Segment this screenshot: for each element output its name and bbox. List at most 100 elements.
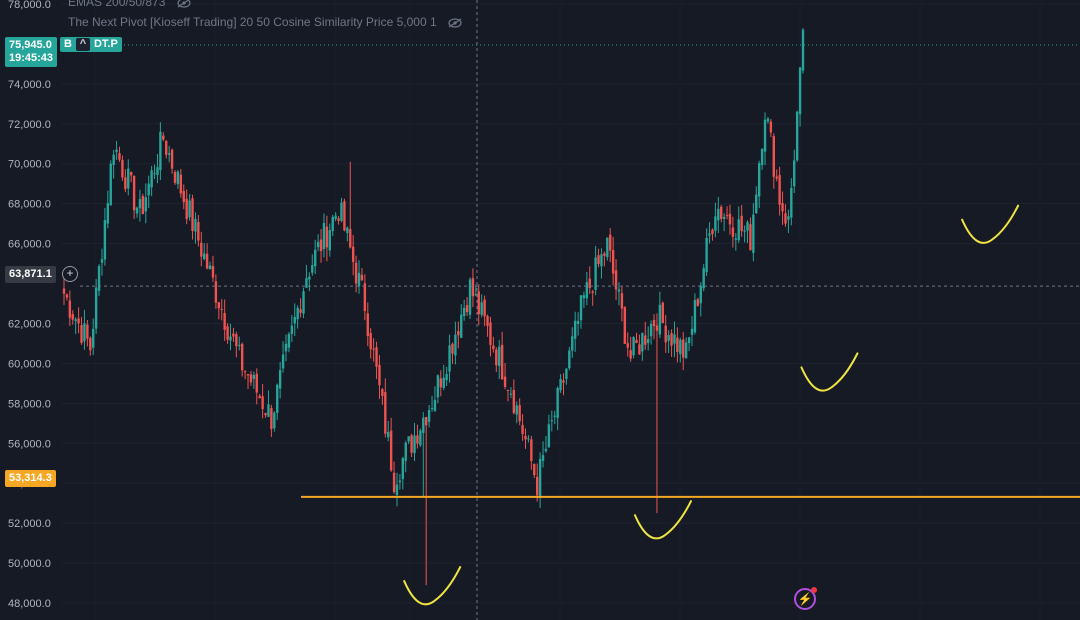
candle-body xyxy=(591,291,594,293)
candle-body xyxy=(755,194,758,214)
last-price-value: 75,945.0 xyxy=(9,39,52,51)
candle-body xyxy=(232,333,235,337)
candle-body xyxy=(457,330,460,336)
candle-body xyxy=(594,257,597,290)
y-tick-label: 74,000.0 xyxy=(8,79,51,91)
candle-body xyxy=(661,302,664,324)
candle-body xyxy=(115,149,118,153)
y-tick-label: 58,000.0 xyxy=(8,398,51,410)
legend-emas-label: EMAS 200/50/873 xyxy=(68,0,166,9)
candle-body xyxy=(86,324,89,339)
candle-body xyxy=(97,266,101,291)
candle-body xyxy=(518,405,521,422)
candle-body xyxy=(144,197,147,212)
candle-body xyxy=(454,334,457,356)
candle-body xyxy=(460,314,463,338)
crosshair-price-box: 63,871.1 xyxy=(5,266,56,283)
candle-body xyxy=(118,153,121,160)
candle-body xyxy=(351,246,355,262)
candle-body xyxy=(477,291,480,315)
legend-pivot[interactable]: The Next Pivot [Kioseff Trading] 20 50 C… xyxy=(68,15,462,29)
candle-body xyxy=(205,253,209,269)
y-tick-label: 70,000.0 xyxy=(8,159,51,171)
lightning-icon[interactable]: ⚡ xyxy=(794,587,817,610)
annotation-curve xyxy=(403,566,462,606)
y-tick-label: 66,000.0 xyxy=(8,239,51,251)
candle-body xyxy=(384,392,387,434)
candle-body xyxy=(167,153,171,155)
candle-body xyxy=(705,238,708,273)
candle-body xyxy=(197,222,200,241)
ticker-suffix: DT.P xyxy=(93,38,118,50)
candle-body xyxy=(714,216,717,231)
y-tick-label: 68,000.0 xyxy=(8,199,51,211)
candle-body xyxy=(655,325,659,331)
candle-body xyxy=(722,216,726,219)
candle-body xyxy=(220,308,223,310)
candle-body xyxy=(620,293,624,309)
candle-body xyxy=(690,328,694,335)
candle-body xyxy=(173,172,177,183)
annotation-curve xyxy=(800,352,859,392)
candle-body xyxy=(372,348,375,350)
candle-body xyxy=(731,227,735,237)
price-axis[interactable]: 78,000.0 74,000.0 72,000.0 70,000.0 68,000.0… xyxy=(8,0,51,610)
candle-body xyxy=(240,343,244,371)
drawings[interactable] xyxy=(80,0,1080,620)
candle-body xyxy=(641,333,644,352)
candle-body xyxy=(170,149,174,169)
candle-body xyxy=(305,278,308,288)
candle-body xyxy=(252,374,256,379)
candle-body xyxy=(693,299,697,333)
y-tick-label: 48,000.0 xyxy=(8,598,51,610)
candle-body xyxy=(302,291,305,314)
y-tick-label: 62,000.0 xyxy=(8,318,51,330)
candle-body xyxy=(276,384,279,413)
grid-lines xyxy=(62,0,1080,620)
candle-body xyxy=(369,333,372,350)
candle-body xyxy=(325,226,329,248)
eye-slash-icon[interactable] xyxy=(177,0,191,8)
ticker-tag[interactable]: B ^ DT.P xyxy=(60,37,122,52)
candle-body xyxy=(226,326,229,340)
candle-body xyxy=(109,163,112,206)
candle-body xyxy=(389,430,393,471)
annotation-curve xyxy=(633,500,692,540)
candle-body xyxy=(217,302,221,309)
candle-body xyxy=(132,175,136,211)
candle-body xyxy=(121,159,124,178)
candle-body xyxy=(489,322,492,345)
candle-body xyxy=(486,315,489,326)
candle-body xyxy=(521,424,524,434)
candle-body xyxy=(573,320,577,339)
eye-slash-icon[interactable] xyxy=(448,18,462,28)
ticker-prefix: B xyxy=(64,38,72,50)
candle-body xyxy=(360,274,364,281)
legend-pivot-label: The Next Pivot [Kioseff Trading] 20 50 C… xyxy=(68,15,437,29)
plus-circle-icon[interactable]: + xyxy=(62,266,78,282)
candle-body xyxy=(465,305,469,313)
candle-body xyxy=(503,376,507,387)
candle-body xyxy=(343,201,346,231)
candle-body xyxy=(424,416,428,426)
candle-body xyxy=(83,323,86,342)
candle-body xyxy=(571,336,574,351)
candle-body xyxy=(112,154,115,165)
legend-emas[interactable]: EMAS 200/50/873 xyxy=(68,0,191,9)
candle-body xyxy=(585,282,589,299)
annotation-curve xyxy=(961,204,1020,244)
candle-body xyxy=(781,203,784,212)
candle-body xyxy=(597,255,600,265)
candle-body xyxy=(127,168,130,189)
candle-body xyxy=(208,265,212,270)
candle-body xyxy=(676,337,679,352)
candle-body xyxy=(720,206,723,219)
candle-body xyxy=(793,160,796,187)
candle-body xyxy=(728,213,732,225)
candle-body xyxy=(165,140,168,155)
candle-body xyxy=(790,187,793,218)
candle-body xyxy=(451,343,454,354)
candle-body xyxy=(410,435,413,453)
chevron-up-icon[interactable]: ^ xyxy=(75,38,90,51)
